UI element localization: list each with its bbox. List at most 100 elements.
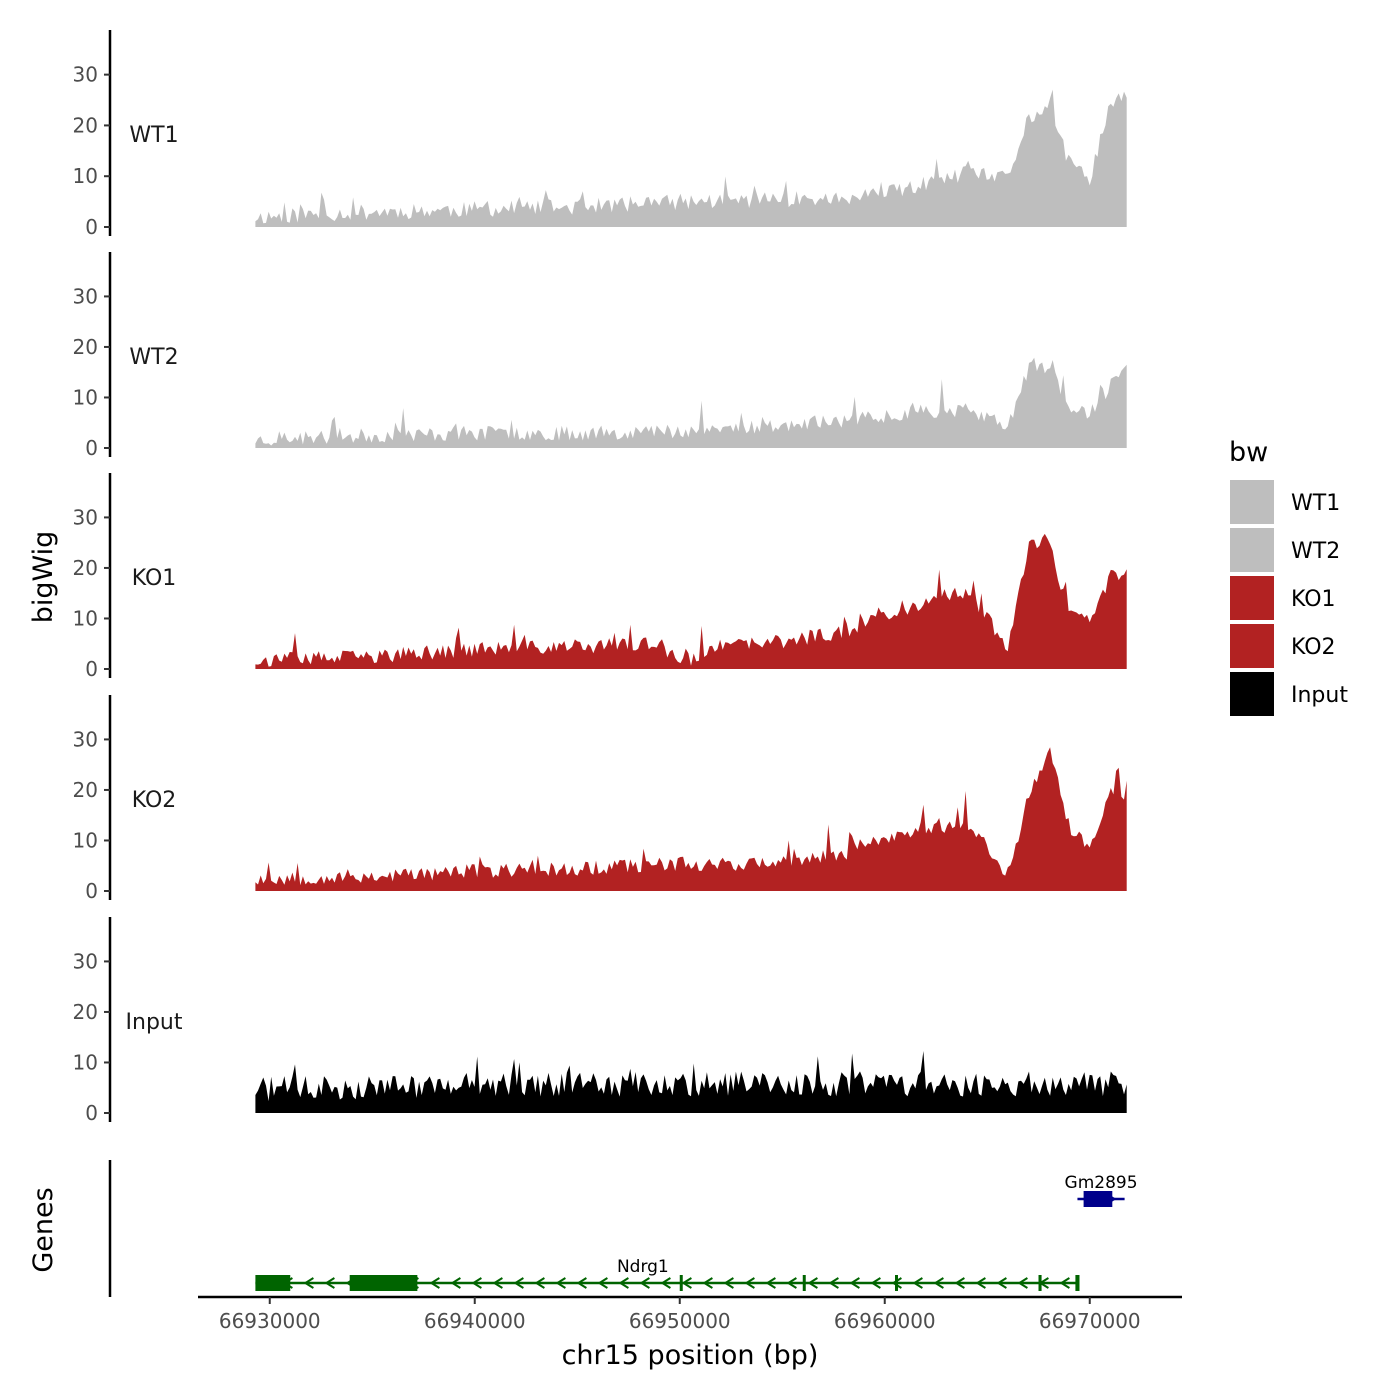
gene-exon: [679, 1275, 683, 1291]
strand-arrow: [429, 1277, 440, 1289]
strand-arrow: [1017, 1277, 1028, 1289]
gene-label: Ndrg1: [617, 1257, 669, 1277]
strand-arrow: [1059, 1277, 1070, 1289]
y-tick-label: 0: [85, 657, 98, 681]
signal-area-wt1: [255, 89, 1127, 227]
signal-area-input: [255, 1051, 1127, 1113]
y-tick-label: 0: [85, 215, 98, 239]
gene-exon: [1083, 1191, 1113, 1207]
strand-arrow: [618, 1277, 629, 1289]
legend-key: [1230, 576, 1274, 620]
signal-area-ko2: [255, 747, 1127, 891]
y-tick-label: 30: [73, 727, 98, 751]
strand-arrow: [471, 1277, 482, 1289]
x-tick-label: 66970000: [1039, 1309, 1141, 1333]
legend: bw WT1 WT2 KO1 KO2 Input: [1229, 437, 1348, 716]
legend-title: bw: [1229, 437, 1268, 468]
y-tick-label: 10: [73, 1050, 98, 1074]
legend-label: KO2: [1291, 635, 1336, 660]
x-tick-label: 66930000: [219, 1309, 321, 1333]
strand-arrow: [303, 1277, 314, 1289]
strand-arrow: [324, 1277, 335, 1289]
y-tick-label: 0: [85, 1101, 98, 1125]
strand-arrow: [576, 1277, 587, 1289]
strand-arrow: [807, 1277, 818, 1289]
strand-arrow: [912, 1277, 923, 1289]
legend-key: [1230, 624, 1274, 668]
gene-exon: [1038, 1275, 1042, 1291]
y-tick-label: 10: [73, 385, 98, 409]
genes-axis-title: Genes: [28, 1187, 59, 1272]
y-tick-label: 30: [73, 949, 98, 973]
x-axis-title: chr15 position (bp): [562, 1340, 819, 1371]
y-tick-label: 20: [73, 335, 98, 359]
strand-arrow: [975, 1277, 986, 1289]
track-label: KO1: [132, 566, 177, 591]
strand-arrow: [870, 1277, 881, 1289]
strand-arrow: [681, 1277, 692, 1289]
y-axis-title: bigWig: [28, 531, 59, 624]
y-tick-label: 10: [73, 606, 98, 630]
strand-arrow: [765, 1277, 776, 1289]
legend-key: [1230, 672, 1274, 716]
track-label: KO2: [132, 788, 177, 813]
signal-area-ko1: [255, 533, 1127, 669]
track-wt2: 0 10 20 30 WT2: [73, 252, 1127, 460]
strand-arrow: [786, 1277, 797, 1289]
strand-arrow: [450, 1277, 461, 1289]
track-label: Input: [126, 1010, 183, 1035]
y-tick-label: 20: [73, 556, 98, 580]
x-tick-label: 66950000: [629, 1309, 731, 1333]
gene-label: Gm2895: [1065, 1173, 1138, 1193]
y-tick-label: 0: [85, 436, 98, 460]
strand-arrow: [639, 1277, 650, 1289]
strand-arrow: [492, 1277, 503, 1289]
x-tick-label: 66940000: [424, 1309, 526, 1333]
strand-arrow: [996, 1277, 1007, 1289]
genes-panel: Ndrg1 Gm2895: [108, 1160, 1138, 1297]
y-tick-label: 20: [73, 1000, 98, 1024]
strand-arrow: [513, 1277, 524, 1289]
y-tick-label: 30: [73, 284, 98, 308]
y-tick-label: 20: [73, 778, 98, 802]
gene-exon: [349, 1275, 418, 1291]
gene-exon: [895, 1275, 898, 1291]
gene-exon: [802, 1275, 806, 1291]
y-tick-label: 0: [85, 879, 98, 903]
legend-label: KO1: [1291, 587, 1336, 612]
bigwig-panels: 0 10 20 30 WT1 0 10 20 30 WT2 0 10 20 30 KO1 0 10 20 30 KO2…: [73, 30, 1127, 1125]
gene-ndrg1: Ndrg1: [255, 1257, 1080, 1291]
legend-key: [1230, 528, 1274, 572]
gene-exon: [255, 1275, 291, 1291]
strand-arrow: [723, 1277, 734, 1289]
y-tick-label: 30: [73, 63, 98, 87]
strand-arrow: [828, 1277, 839, 1289]
strand-arrow: [744, 1277, 755, 1289]
legend-label: WT2: [1291, 539, 1340, 564]
legend-key: [1230, 480, 1274, 524]
strand-arrow: [849, 1277, 860, 1289]
strand-arrow: [660, 1277, 671, 1289]
track-input: 0 10 20 30 Input: [73, 917, 1127, 1125]
legend-label: WT1: [1291, 491, 1340, 516]
gene-exon: [1075, 1275, 1080, 1291]
strand-arrow: [702, 1277, 713, 1289]
track-label: WT1: [129, 123, 178, 148]
strand-arrow: [597, 1277, 608, 1289]
track-ko2: 0 10 20 30 KO2: [73, 695, 1127, 903]
y-tick-label: 10: [73, 828, 98, 852]
strand-arrow: [933, 1277, 944, 1289]
y-tick-label: 30: [73, 505, 98, 529]
y-tick-label: 10: [73, 164, 98, 188]
x-tick-label: 66960000: [834, 1309, 936, 1333]
signal-area-wt2: [255, 357, 1127, 448]
legend-label: Input: [1291, 683, 1348, 708]
track-wt1: 0 10 20 30 WT1: [73, 30, 1127, 239]
strand-arrow: [534, 1277, 545, 1289]
gene-gm2895: Gm2895: [1065, 1173, 1138, 1207]
strand-arrow: [555, 1277, 566, 1289]
y-tick-label: 20: [73, 113, 98, 137]
x-axis: 66930000 66940000 66950000 66960000 66970000: [198, 1295, 1182, 1333]
strand-arrow: [891, 1277, 902, 1289]
